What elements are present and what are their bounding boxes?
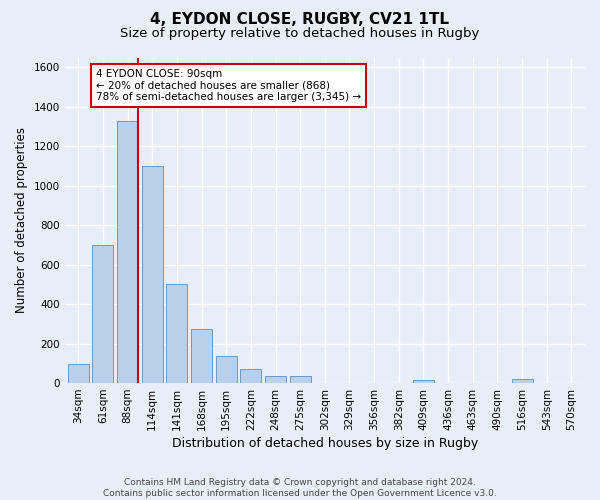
Bar	[413, 380, 434, 383]
Bar	[142, 166, 163, 383]
Bar	[216, 356, 236, 383]
Bar	[166, 284, 187, 383]
Text: 4, EYDON CLOSE, RUGBY, CV21 1TL: 4, EYDON CLOSE, RUGBY, CV21 1TL	[151, 12, 449, 28]
Text: Contains HM Land Registry data © Crown copyright and database right 2024.
Contai: Contains HM Land Registry data © Crown c…	[103, 478, 497, 498]
Bar	[191, 329, 212, 383]
Text: 4 EYDON CLOSE: 90sqm
← 20% of detached houses are smaller (868)
78% of semi-deta: 4 EYDON CLOSE: 90sqm ← 20% of detached h…	[96, 69, 361, 102]
Bar	[241, 370, 262, 383]
Bar	[92, 245, 113, 383]
Text: Size of property relative to detached houses in Rugby: Size of property relative to detached ho…	[121, 28, 479, 40]
Bar	[265, 376, 286, 383]
Bar	[117, 120, 138, 383]
Bar	[512, 379, 533, 383]
Bar	[68, 364, 89, 383]
Y-axis label: Number of detached properties: Number of detached properties	[15, 128, 28, 314]
Bar	[290, 376, 311, 383]
X-axis label: Distribution of detached houses by size in Rugby: Distribution of detached houses by size …	[172, 437, 478, 450]
